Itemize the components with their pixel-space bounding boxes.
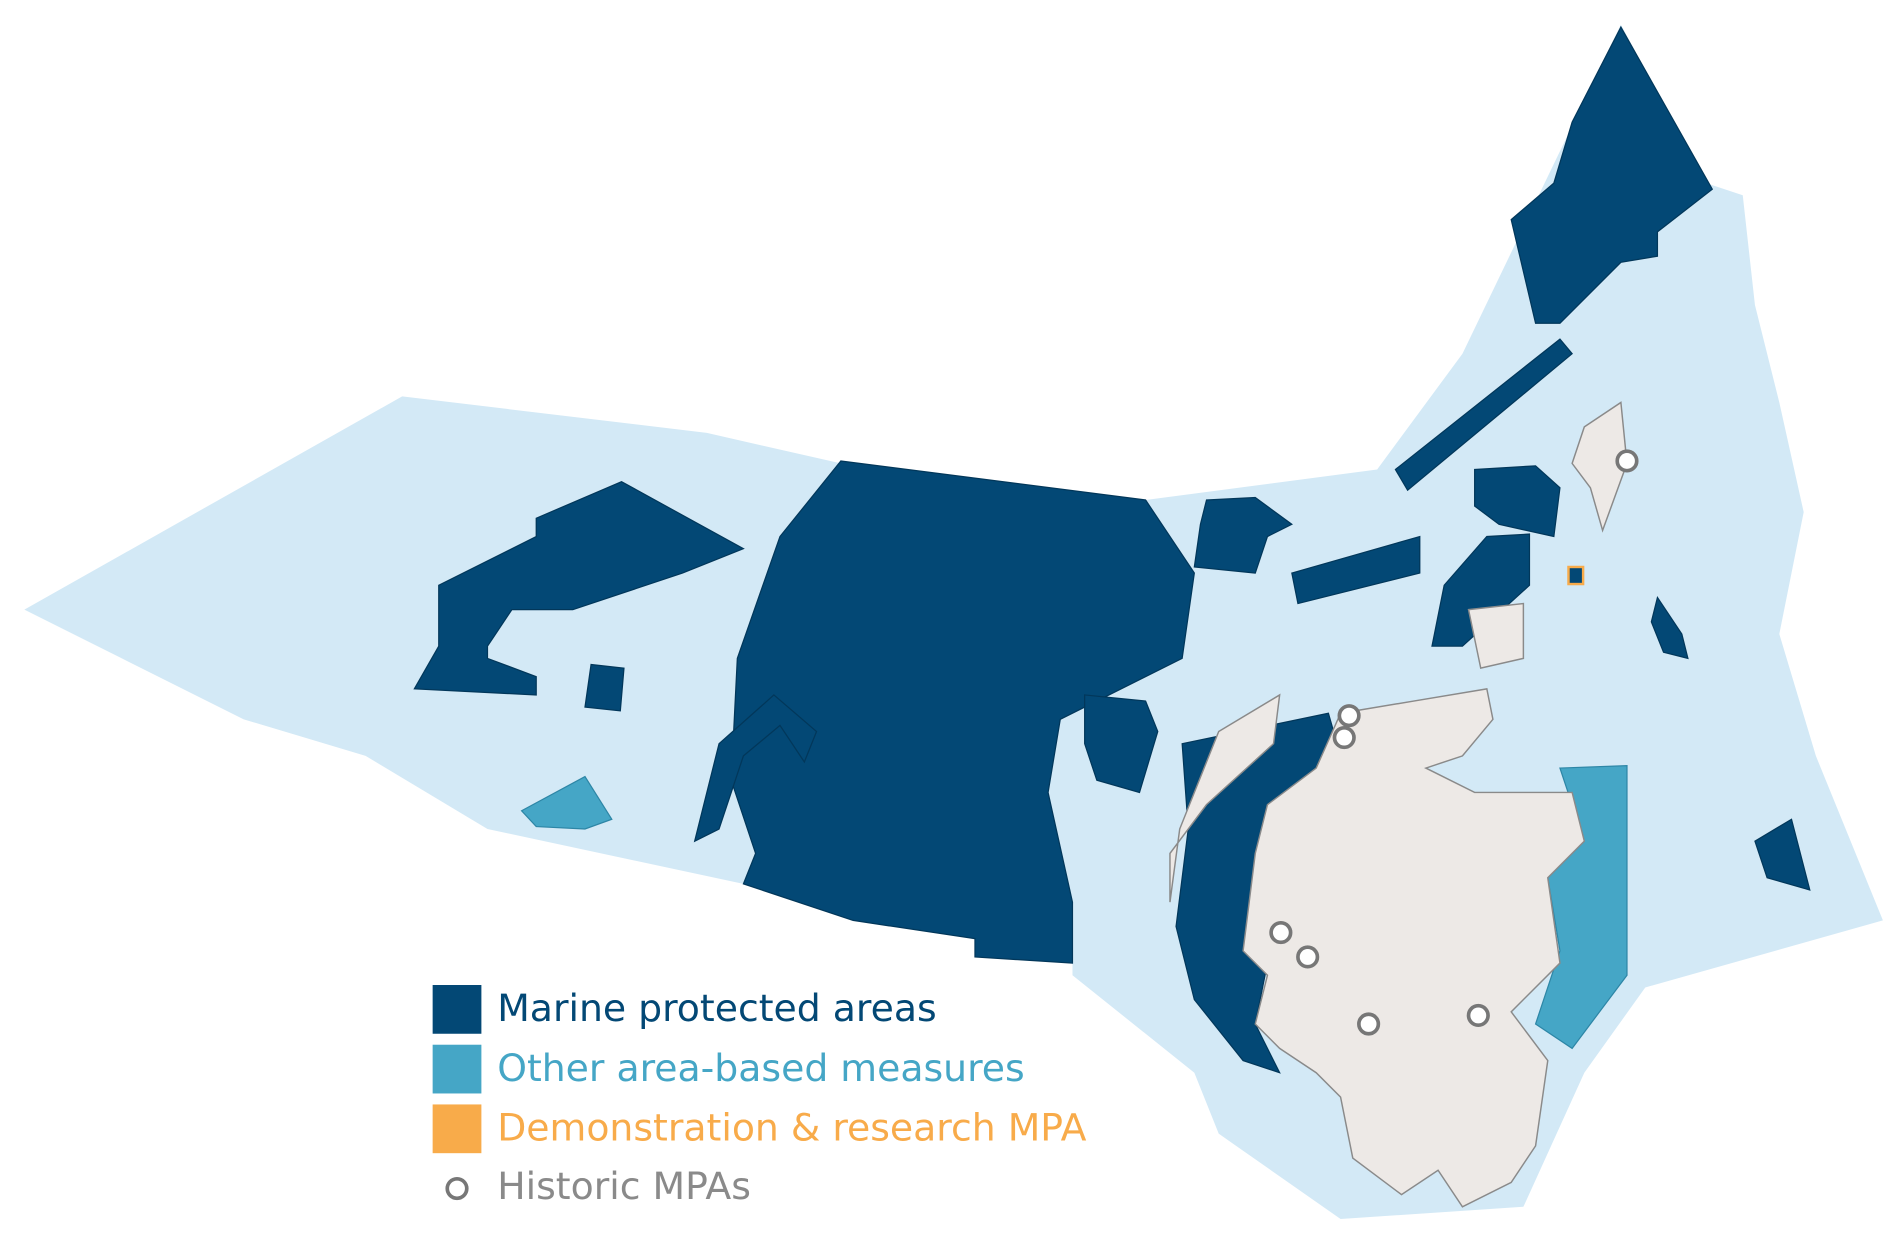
legend-swatch (432, 1044, 482, 1094)
legend-label: Other area-based measures (497, 1046, 1024, 1090)
historic-mpa (1337, 704, 1361, 728)
legend-swatch (432, 985, 482, 1034)
legend-label: Marine protected areas (497, 986, 936, 1030)
legend-swatch (445, 1176, 469, 1201)
mpa-strip (1291, 535, 1421, 605)
scotland (1242, 688, 1586, 1208)
oabm-west (520, 775, 613, 830)
orkney (1467, 602, 1525, 670)
mpa-cluster (1431, 533, 1531, 647)
legend-swatch (432, 1104, 482, 1154)
historic-mpa-markers (1269, 449, 1639, 1036)
map-shapes (24, 24, 1883, 1219)
outer-hebrides (1169, 693, 1281, 903)
mpa-small (584, 663, 625, 712)
mpa-cluster (1474, 465, 1561, 538)
shetland (1571, 401, 1628, 533)
historic-mpa (1357, 1012, 1381, 1036)
historic-mpa (1296, 945, 1320, 969)
demo-mpa (1567, 565, 1585, 586)
legend-label: Historic MPAs (497, 1164, 751, 1208)
mpa-east (1650, 595, 1689, 660)
historic-mpa (1615, 449, 1639, 473)
legend: Marine protected areas Other area-based … (432, 985, 1087, 1208)
mpa-cluster (1193, 496, 1293, 574)
mpa-north (1510, 25, 1714, 324)
mpa-strip (1394, 338, 1573, 492)
historic-mpa (1269, 921, 1293, 945)
mpa-northwest (413, 480, 745, 696)
historic-mpa (1332, 726, 1356, 750)
historic-mpa (1466, 1003, 1490, 1028)
mpa-arc (693, 694, 818, 843)
mpa-east (1754, 818, 1811, 891)
mpa-cluster (1084, 694, 1159, 794)
legend-label: Demonstration & research MPA (497, 1106, 1086, 1150)
